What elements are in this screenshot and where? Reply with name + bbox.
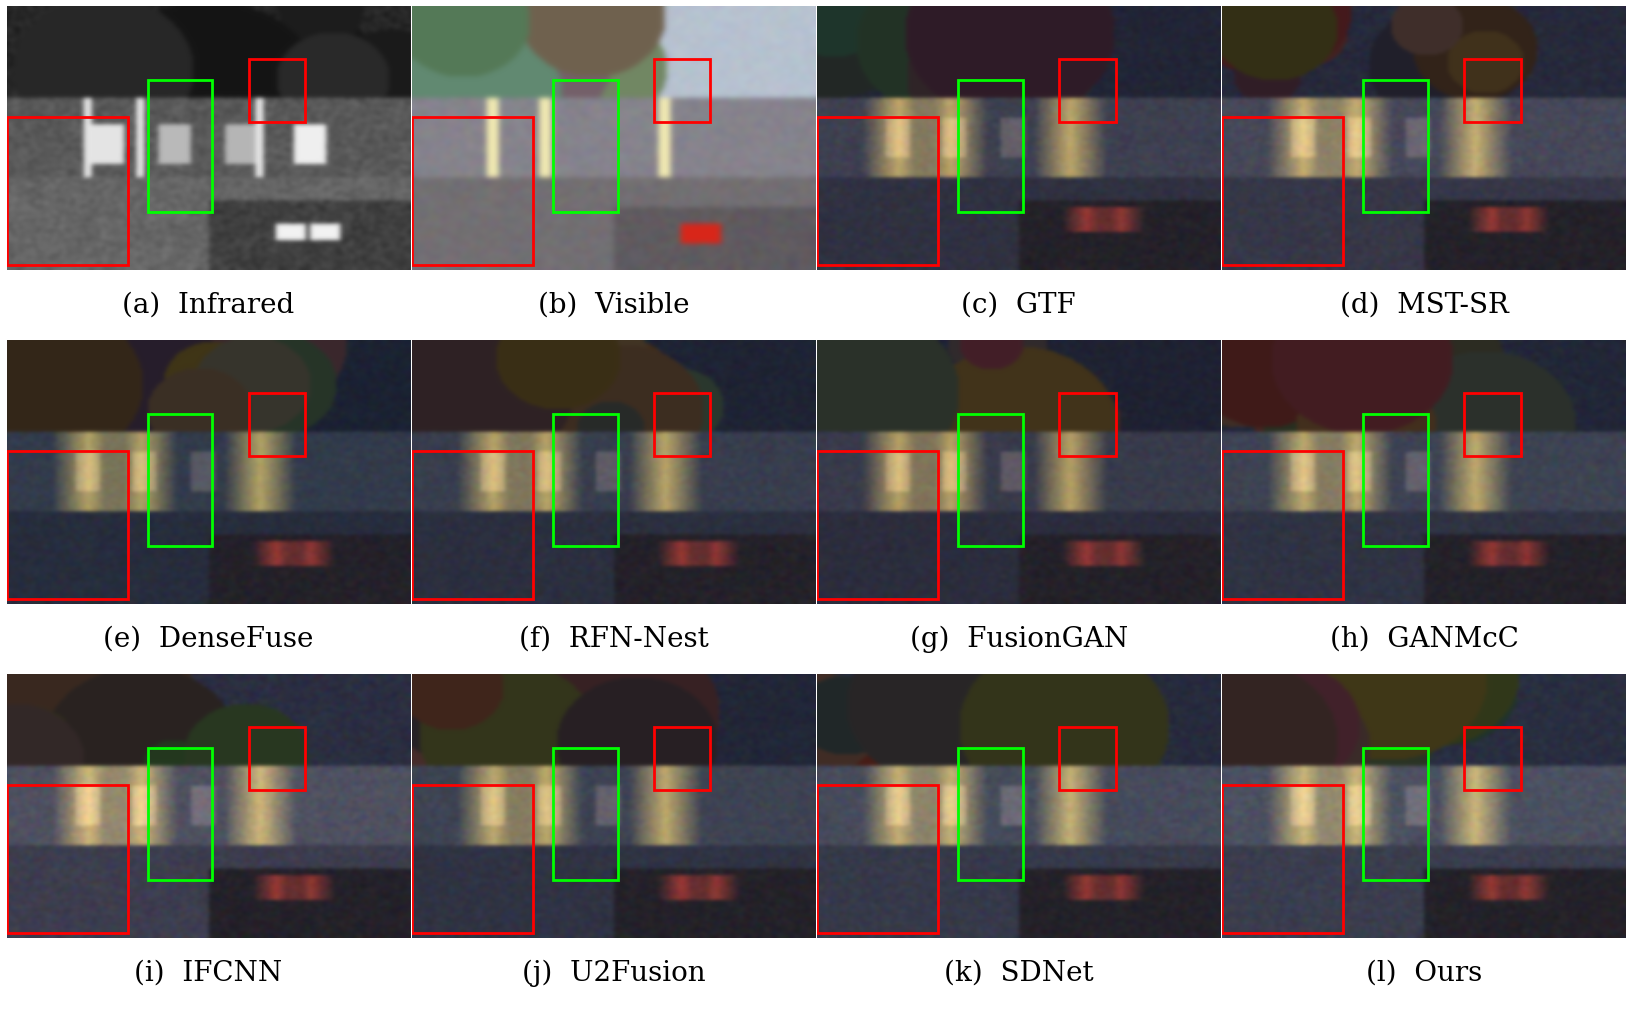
Bar — [1059, 393, 1116, 457]
Bar — [1464, 393, 1521, 457]
Bar — [248, 393, 306, 457]
Bar — [7, 452, 127, 600]
Bar — [552, 415, 618, 547]
Bar — [817, 452, 938, 600]
Bar — [248, 727, 306, 791]
Text: (k)  SDNet: (k) SDNet — [944, 959, 1093, 986]
Bar — [1363, 81, 1428, 213]
Bar — [1464, 60, 1521, 123]
Bar — [1222, 786, 1343, 933]
Bar — [1222, 452, 1343, 600]
Bar — [1363, 748, 1428, 881]
Bar — [817, 786, 938, 933]
Text: (l)  Ours: (l) Ours — [1366, 959, 1482, 986]
Bar — [7, 786, 127, 933]
Text: (i)  IFCNN: (i) IFCNN — [134, 959, 283, 986]
Bar — [654, 60, 711, 123]
Bar — [1464, 727, 1521, 791]
Bar — [147, 415, 212, 547]
Bar — [552, 748, 618, 881]
Bar — [817, 118, 938, 266]
Bar — [412, 452, 533, 600]
Bar — [7, 118, 127, 266]
Bar — [412, 118, 533, 266]
Bar — [1363, 415, 1428, 547]
Text: (a)  Infrared: (a) Infrared — [123, 292, 294, 318]
Bar — [412, 786, 533, 933]
Bar — [1222, 118, 1343, 266]
Text: (e)  DenseFuse: (e) DenseFuse — [103, 626, 314, 652]
Bar — [654, 393, 711, 457]
Text: (f)  RFN-Nest: (f) RFN-Nest — [518, 626, 709, 652]
Text: (h)  GANMcC: (h) GANMcC — [1330, 626, 1518, 652]
Bar — [1059, 60, 1116, 123]
Text: (d)  MST-SR: (d) MST-SR — [1340, 292, 1508, 318]
Bar — [958, 748, 1023, 881]
Bar — [552, 81, 618, 213]
Text: (c)  GTF: (c) GTF — [961, 292, 1077, 318]
Bar — [654, 727, 711, 791]
Bar — [147, 81, 212, 213]
Bar — [958, 415, 1023, 547]
Bar — [958, 81, 1023, 213]
Bar — [147, 748, 212, 881]
Bar — [1059, 727, 1116, 791]
Bar — [248, 60, 306, 123]
Text: (g)  FusionGAN: (g) FusionGAN — [910, 625, 1127, 653]
Text: (b)  Visible: (b) Visible — [538, 292, 690, 318]
Text: (j)  U2Fusion: (j) U2Fusion — [521, 958, 706, 987]
